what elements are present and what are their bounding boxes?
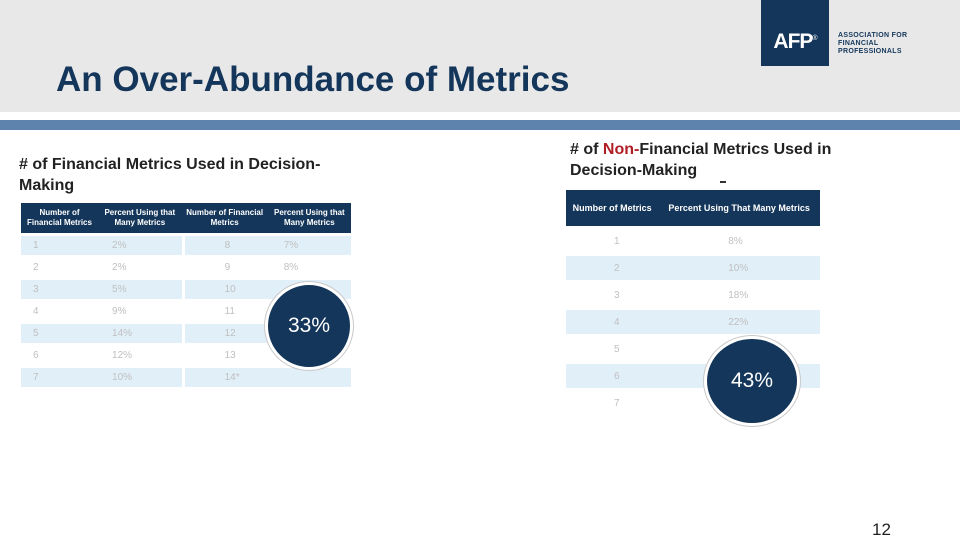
table-row: 3 5% 10 [21,280,351,299]
table-row: 6 12% 13 [21,346,351,365]
table-row: 1 8% [614,235,743,247]
table-row: 4 22% [566,310,820,334]
page-number: 12 [872,520,891,539]
non-financial-metrics-table: Number of Metrics Percent Using That Man… [566,187,820,418]
page-title: An Over-Abundance of Metrics [56,60,570,99]
column-header: Number of Financial Metrics [181,203,268,233]
table-row: 7 [614,397,620,409]
column-header: Percent Using that Many Metrics [98,203,182,233]
column-header: Percent Using that Many Metrics [267,203,351,233]
table-row: 2 2% 9 8% [21,258,351,277]
financial-percent-badge: 33% [265,282,353,370]
header-rule [0,120,960,130]
table-row: 4 9% 11 [21,302,351,321]
table-row: 7 10% 14* [21,368,351,387]
table-header-row: Number of Financial Metrics Percent Usin… [21,203,351,233]
financial-metrics-subtitle: # of Financial Metrics Used in Decision-… [19,156,321,194]
non-financial-metrics-subtitle: # of Non-Financial Metrics Used in Decis… [570,141,832,179]
table-row: 3 18% [614,289,749,301]
dash-mark [720,181,726,183]
column-header: Number of Metrics [566,190,659,226]
column-header: Percent Using That Many Metrics [658,190,820,226]
afp-logo: AFP® [761,0,829,66]
non-highlight: Non- [602,141,640,158]
table-row: 5 [614,343,620,355]
table-row: 1 2% 8 7% [21,236,351,255]
table-header-row: Number of Metrics Percent Using That Man… [566,190,820,226]
afp-logo-mark: AFP® [773,30,817,53]
financial-metrics-table: Number of Financial Metrics Percent Usin… [21,200,351,390]
afp-logo-text: ASSOCIATION FOR FINANCIAL PROFESSIONALS [838,32,908,55]
non-financial-percent-badge: 43% [704,336,800,426]
table-row: 2 10% [566,256,820,280]
column-header: Number of Financial Metrics [21,203,99,233]
